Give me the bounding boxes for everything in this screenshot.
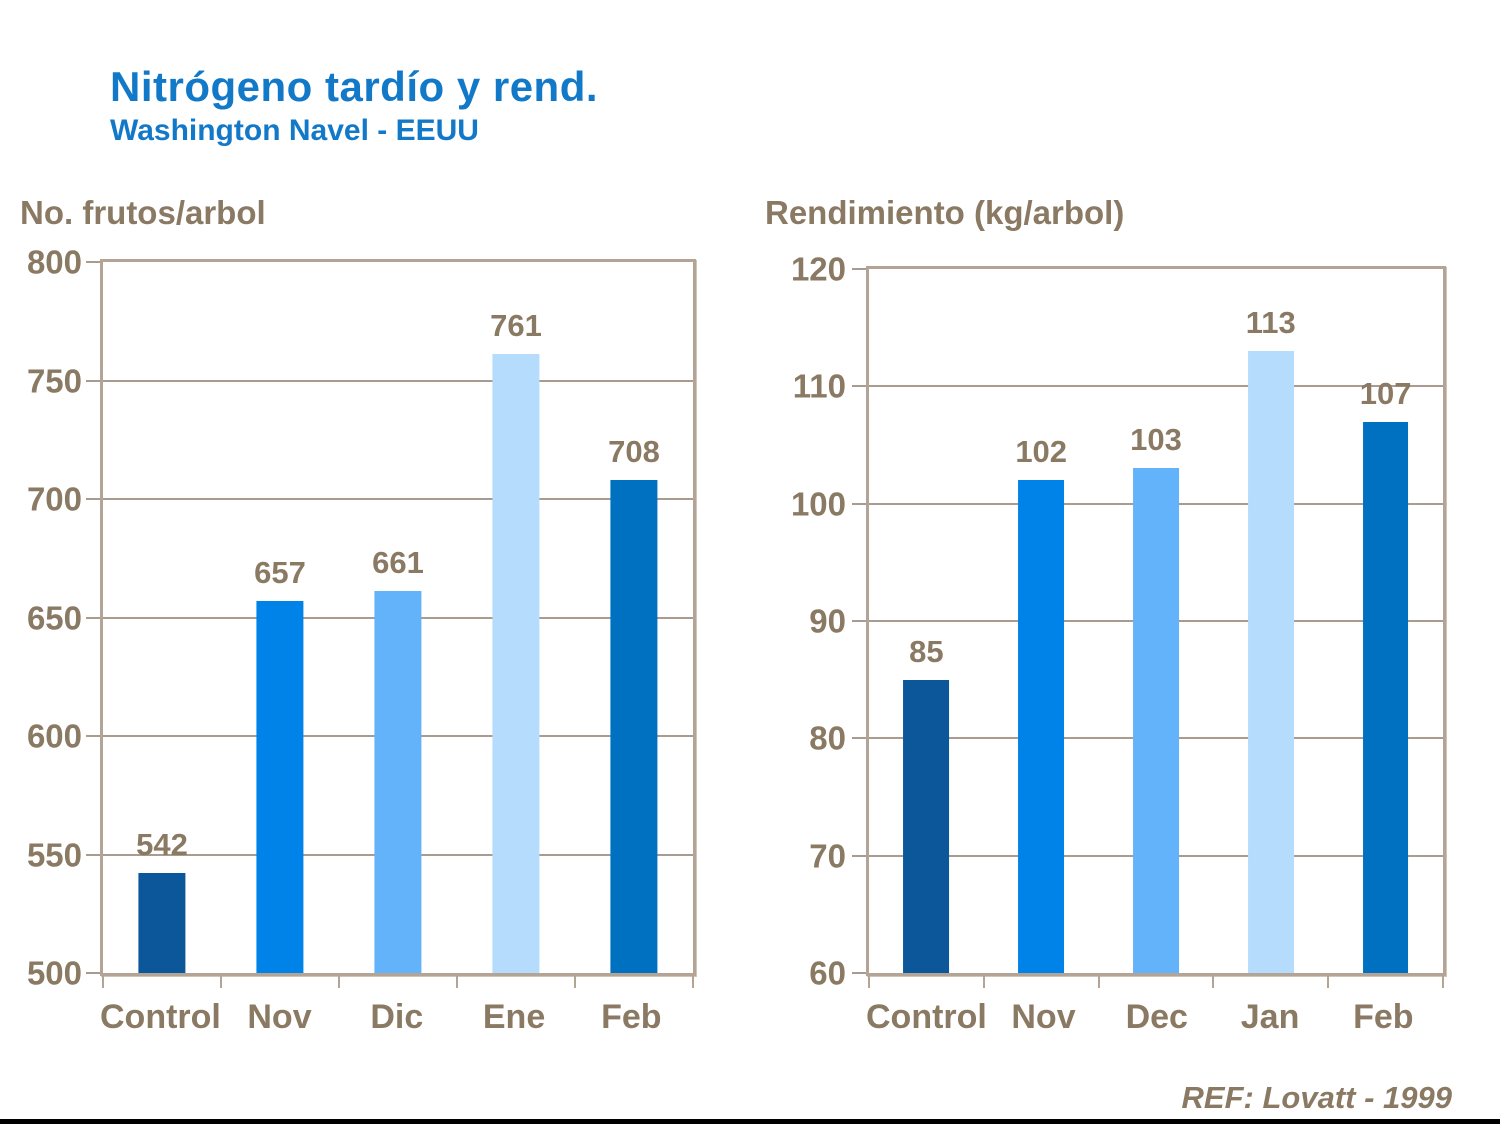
right-chart-plot-area: 85 102 103 113 107 [866, 266, 1446, 988]
x-category-label: Nov [247, 998, 312, 1036]
x-tick-mark [338, 976, 340, 988]
gridline [869, 385, 1443, 388]
left-chart-title: No. frutos/arbol [20, 194, 266, 231]
x-category-label: Control [100, 998, 221, 1036]
x-tick-mark [220, 976, 222, 988]
right-chart-y-axis-labels: 60 70 80 90 100 110 120 [760, 253, 846, 990]
category-slot: 761 [457, 262, 575, 973]
y-tick-mark [852, 385, 866, 388]
x-category-label: Nov [1011, 998, 1076, 1036]
y-tick-label: 700 [26, 480, 82, 518]
x-tick-mark [1212, 976, 1215, 988]
left-chart-y-axis-labels: 500 550 600 650 700 750 800 [0, 246, 82, 990]
y-tick-label: 100 [790, 485, 846, 523]
header: Nitrógeno tardío y rend. Washington Nave… [110, 63, 599, 149]
y-tick-label: 70 [809, 837, 846, 875]
x-category-label: Dic [370, 998, 424, 1036]
gridline [103, 498, 693, 500]
x-tick-mark [456, 976, 458, 988]
category-slot: 107 [1328, 269, 1443, 973]
bar-control [138, 873, 186, 973]
x-category-label: Feb [1353, 998, 1414, 1036]
category-slot: 708 [575, 262, 693, 973]
bar-nov [1018, 480, 1065, 973]
category-slot: 657 [221, 262, 339, 973]
right-chart-y-tick-marks [852, 268, 866, 974]
bar-value-label: 657 [254, 554, 306, 590]
y-tick-label: 550 [26, 836, 82, 873]
left-chart-y-tick-marks [86, 261, 100, 974]
right-chart-x-axis-labels: Control Nov Dec Jan Feb [866, 998, 1440, 1044]
y-tick-mark [86, 735, 100, 737]
category-slot: 113 [1213, 269, 1328, 973]
bar-feb [610, 480, 658, 973]
y-tick-label: 650 [26, 599, 82, 636]
y-tick-mark [86, 498, 100, 500]
category-slot: 103 [1099, 269, 1214, 973]
y-tick-label: 110 [792, 367, 846, 405]
x-tick-mark [982, 976, 985, 988]
x-tick-mark [1097, 976, 1100, 988]
bar-value-label: 761 [490, 308, 542, 344]
y-tick-mark [852, 620, 866, 622]
y-tick-mark [852, 268, 866, 270]
page-subtitle: Washington Navel - EEUU [110, 114, 479, 148]
y-tick-mark [86, 853, 100, 856]
y-tick-mark [852, 737, 866, 740]
y-tick-mark [852, 972, 866, 974]
y-tick-label: 500 [26, 954, 82, 992]
bar-value-label: 113 [1245, 305, 1296, 341]
left-chart-plot-area: 542 657 661 761 708 [100, 259, 696, 988]
category-slot: 661 [339, 262, 457, 973]
y-tick-label: 120 [790, 250, 846, 288]
bar-value-label: 103 [1130, 422, 1182, 458]
y-tick-label: 750 [26, 362, 82, 399]
y-tick-mark [86, 616, 100, 619]
y-tick-mark [86, 972, 100, 974]
category-slot: 102 [984, 269, 1099, 973]
bar-value-label: 102 [1015, 434, 1068, 470]
y-tick-mark [86, 261, 100, 263]
x-category-label: Control [866, 998, 987, 1036]
x-tick-mark [1442, 976, 1444, 988]
page-title: Nitrógeno tardío y rend. [110, 63, 599, 110]
bar-value-label: 107 [1359, 375, 1412, 411]
y-tick-label: 80 [809, 719, 846, 757]
bar-feb [1362, 421, 1409, 973]
bar-control [903, 679, 950, 973]
bar-nov [256, 600, 304, 973]
gridline [103, 379, 693, 382]
x-tick-mark [868, 976, 870, 988]
y-tick-label: 60 [809, 954, 846, 992]
y-tick-mark [852, 854, 866, 857]
y-tick-label: 800 [26, 243, 82, 281]
x-tick-mark [692, 976, 694, 988]
y-tick-mark [852, 502, 866, 505]
bar-dic [374, 591, 422, 973]
x-category-label: Jan [1240, 998, 1300, 1036]
x-tick-mark [1327, 976, 1330, 988]
bar-ene [492, 354, 540, 973]
reference-citation: REF: Lovatt - 1999 [1181, 1080, 1452, 1115]
bar-value-label: 542 [136, 827, 188, 863]
x-tick-mark [102, 976, 104, 988]
x-category-label: Dec [1125, 998, 1188, 1036]
bar-jan [1247, 351, 1294, 973]
category-slot: 542 [103, 262, 221, 973]
y-tick-label: 90 [809, 602, 846, 640]
bar-value-label: 661 [372, 545, 424, 581]
x-tick-mark [574, 976, 576, 988]
category-slot: 85 [869, 269, 984, 973]
y-tick-mark [86, 379, 100, 382]
bar-dec [1133, 468, 1179, 973]
bar-value-label: 85 [909, 633, 944, 669]
bar-value-label: 708 [608, 434, 660, 470]
bottom-divider [0, 1119, 1500, 1124]
left-chart-x-axis-labels: Control Nov Dic Ene Feb [100, 998, 690, 1044]
x-category-label: Feb [601, 998, 662, 1036]
x-category-label: Ene [482, 998, 546, 1036]
y-tick-label: 600 [26, 717, 82, 755]
right-chart-title: Rendimiento (kg/arbol) [765, 194, 1125, 231]
